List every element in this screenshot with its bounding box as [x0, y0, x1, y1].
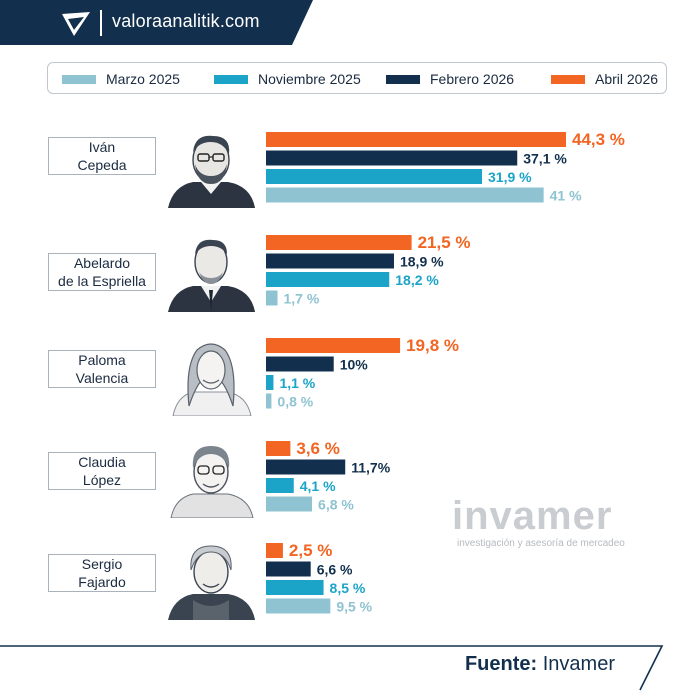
bar	[266, 187, 544, 203]
portrait-woman-long-hair-icon	[172, 343, 252, 416]
portrait-man-gray-hair-icon	[168, 545, 255, 620]
portrait-man-glasses-beard-icon	[168, 135, 255, 208]
footer-frame	[0, 645, 664, 691]
bar-value-label: 18,9 %	[400, 254, 444, 270]
portrait-woman-short-hair-icon	[170, 446, 254, 518]
bar-value-label: 9,5 %	[336, 599, 372, 615]
bar-value-label: 18,2 %	[395, 272, 439, 288]
bar	[266, 150, 518, 166]
source-label: Fuente:	[464, 653, 538, 675]
bar	[266, 459, 346, 475]
bar-value-label: 2,5 %	[289, 541, 332, 560]
bar-value-label: 21,5 %	[418, 233, 471, 252]
candidate-name-box: Abelardo de la Espriella	[48, 253, 156, 291]
bar	[266, 169, 483, 184]
bar	[266, 478, 294, 493]
legend-swatch	[551, 75, 585, 84]
source-value: Invamer	[542, 653, 615, 675]
bar-value-label: 19,8 %	[406, 336, 459, 355]
legend-label: Noviembre 2025	[258, 71, 361, 87]
bar	[266, 496, 313, 512]
bar-value-label: 1,1 %	[279, 375, 315, 391]
bar-value-label: 6,6 %	[317, 562, 353, 578]
site-domain[interactable]: valoraanalitik.com	[112, 11, 260, 31]
bar	[266, 441, 291, 456]
source-text: Fuente: Invamer	[465, 653, 615, 676]
candidate-name-box: Iván Cepeda	[48, 137, 156, 175]
bar-value-label: 4,1 %	[300, 478, 336, 494]
bar	[266, 561, 311, 577]
valora-logo-icon	[62, 12, 90, 36]
bar-value-label: 11,7%	[351, 460, 390, 476]
bar	[266, 356, 334, 372]
bar	[266, 132, 566, 147]
bar	[266, 253, 394, 269]
portrait-man-suit-icon	[168, 239, 255, 312]
header-banner: valoraanalitik.com	[0, 0, 320, 45]
bar	[266, 393, 272, 409]
legend-label: Marzo 2025	[106, 71, 180, 87]
footer-source: Fuente: Invamer	[0, 640, 691, 692]
bar-value-label: 44,3 %	[572, 130, 625, 149]
legend-swatch	[214, 75, 248, 84]
bar-value-label: 10%	[340, 357, 369, 373]
bar	[266, 543, 283, 558]
legend-swatch	[386, 75, 420, 84]
bar	[266, 290, 278, 306]
chart-legend: Marzo 2025 Noviembre 2025 Febrero 2026 A…	[47, 62, 667, 94]
header-divider	[100, 10, 102, 36]
bar-value-label: 6,8 %	[318, 497, 354, 513]
bar	[266, 272, 390, 287]
invamer-watermark: invamer investigación y asesoría de merc…	[452, 494, 652, 554]
bar	[266, 598, 331, 614]
bar-value-label: 41 %	[550, 188, 582, 204]
candidate-name-box: Sergio Fajardo	[48, 554, 156, 592]
bar	[266, 375, 274, 390]
legend-label: Febrero 2026	[430, 71, 515, 87]
candidate-name-box: Claudia López	[48, 452, 156, 490]
bar-value-label: 1,7 %	[284, 291, 320, 307]
legend-swatch	[62, 75, 96, 84]
bar	[266, 580, 324, 595]
watermark-brand: invamer	[452, 494, 613, 538]
bar-value-label: 0,8 %	[277, 394, 313, 410]
watermark-tagline: investigación y asesoría de mercadeo	[457, 538, 625, 549]
header-background	[0, 0, 313, 45]
bar-value-label: 37,1 %	[523, 151, 567, 167]
bar	[266, 235, 412, 250]
candidate-name-box: Paloma Valencia	[48, 350, 156, 388]
bar-value-label: 8,5 %	[330, 580, 366, 596]
bar	[266, 338, 401, 353]
legend-label: Abril 2026	[595, 71, 659, 87]
bar-value-label: 3,6 %	[296, 439, 339, 458]
bar-value-label: 31,9 %	[488, 169, 532, 185]
